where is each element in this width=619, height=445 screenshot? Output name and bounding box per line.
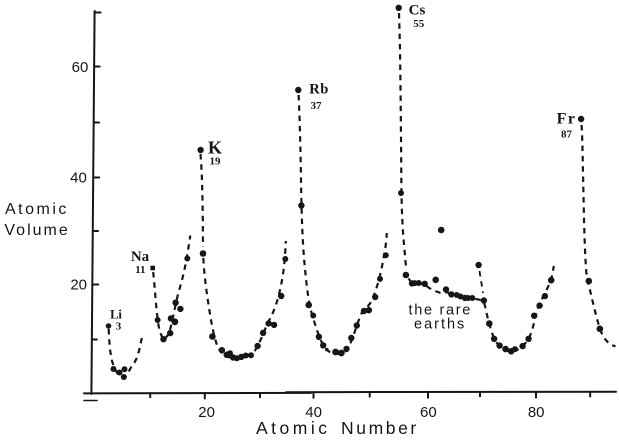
- svg-text:Fr: Fr: [557, 111, 577, 128]
- svg-text:Cs: Cs: [409, 3, 426, 19]
- svg-text:earths: earths: [414, 317, 466, 333]
- svg-text:20: 20: [70, 276, 87, 293]
- svg-text:80: 80: [528, 404, 545, 421]
- svg-text:3: 3: [116, 321, 122, 333]
- svg-text:Volume: Volume: [4, 222, 69, 239]
- svg-text:Number: Number: [341, 418, 419, 438]
- svg-text:20: 20: [198, 404, 215, 421]
- svg-text:Atomic: Atomic: [5, 201, 69, 218]
- svg-text:Li: Li: [110, 307, 122, 321]
- svg-text:19: 19: [210, 156, 222, 168]
- svg-text:37: 37: [311, 100, 323, 112]
- svg-text:60: 60: [72, 59, 89, 76]
- svg-text:55: 55: [413, 18, 425, 30]
- svg-text:K: K: [208, 138, 222, 158]
- svg-text:Rb: Rb: [309, 82, 329, 98]
- svg-text:40: 40: [305, 404, 322, 421]
- svg-text:Atomic: Atomic: [256, 418, 330, 438]
- svg-text:40: 40: [70, 169, 87, 186]
- svg-text:60: 60: [420, 404, 437, 421]
- svg-text:Na: Na: [131, 249, 150, 265]
- svg-text:11: 11: [135, 264, 145, 276]
- svg-text:87: 87: [561, 129, 573, 141]
- svg-text:the rare: the rare: [409, 303, 473, 319]
